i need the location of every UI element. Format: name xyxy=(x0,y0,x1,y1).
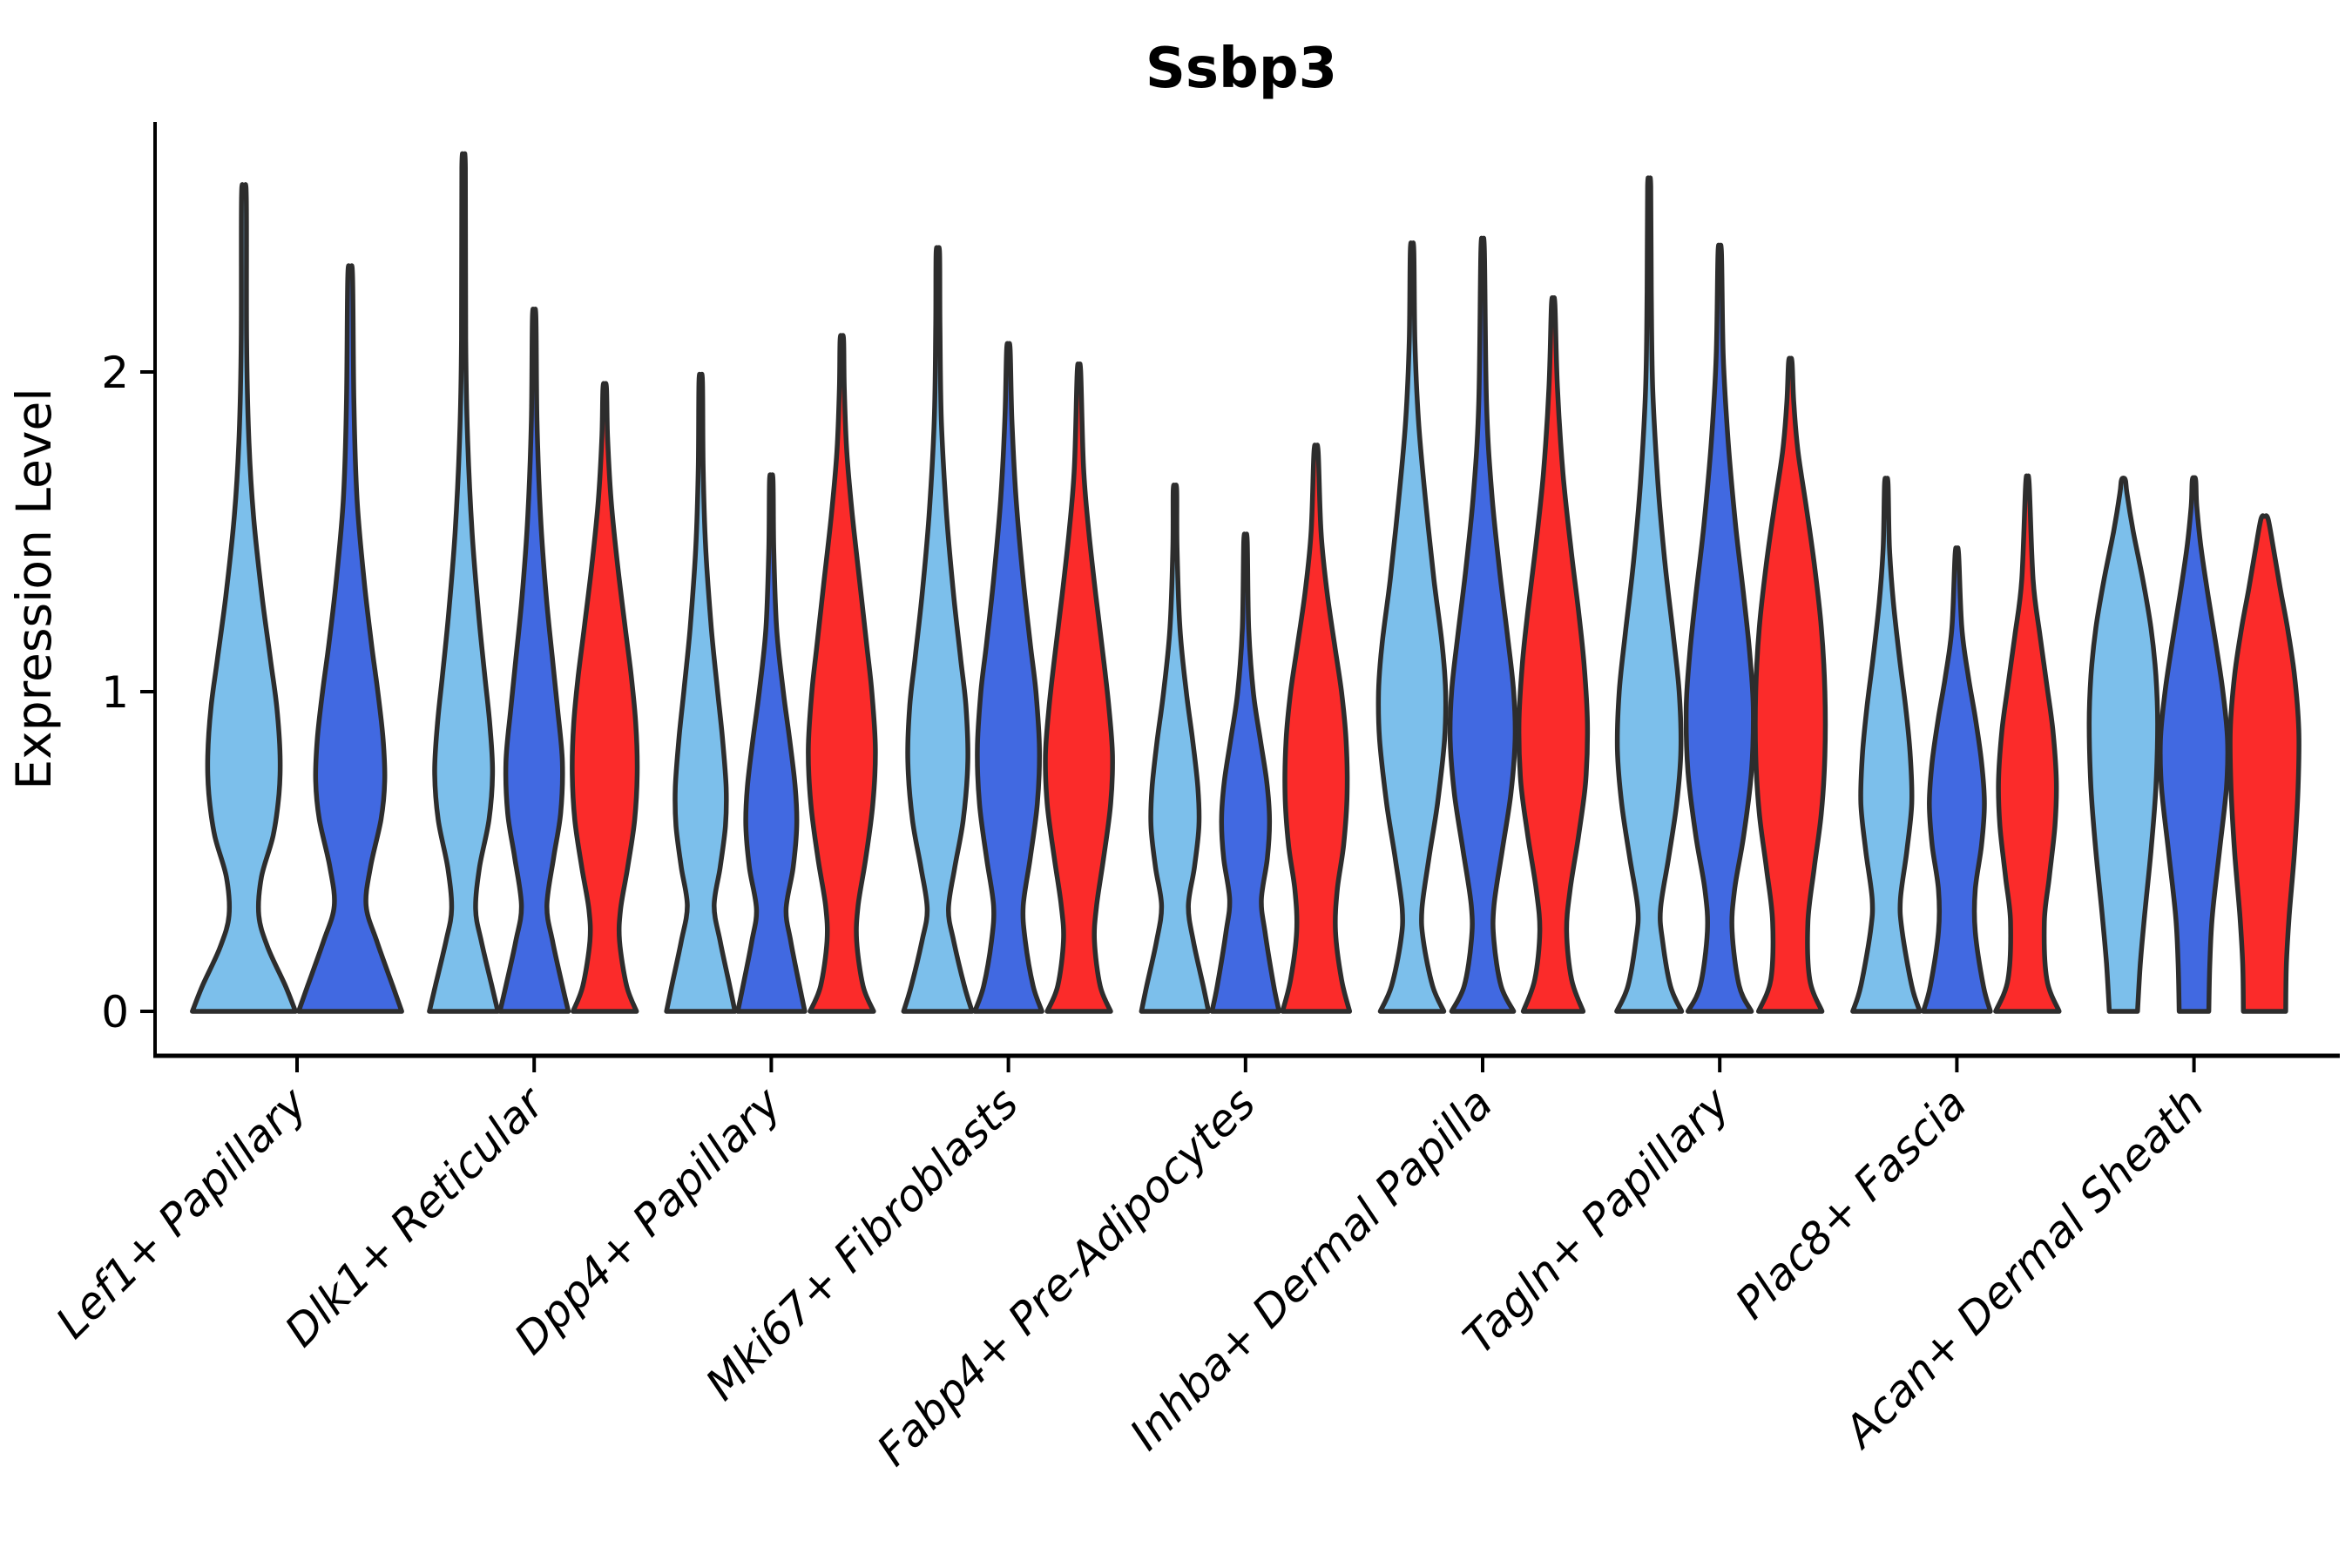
violin-7-red xyxy=(1993,473,2062,1014)
x-tick-label-7: Plac8+ Fascia xyxy=(1726,1078,1977,1328)
y-tick-label-1: 1 xyxy=(101,667,129,718)
violin-2-light_blue xyxy=(664,371,738,1014)
violin-4-red xyxy=(1280,443,1353,1014)
violin-1-red xyxy=(570,381,640,1014)
violin-0-light_blue xyxy=(190,182,298,1014)
violin-5-light_blue xyxy=(1375,240,1449,1014)
x-tick-label-6: Tagln+ Papillary xyxy=(1454,1077,1740,1363)
violin-8-red xyxy=(2227,513,2301,1014)
violin-4-dark_blue xyxy=(1209,531,1282,1014)
x-tick-label-1: Dlk1+ Reticular xyxy=(275,1076,556,1356)
violin-6-dark_blue xyxy=(1683,242,1756,1014)
violin-8-dark_blue xyxy=(2158,475,2231,1014)
violin-6-red xyxy=(1753,355,1828,1014)
violin-0-dark_blue xyxy=(296,263,404,1014)
violin-4-light_blue xyxy=(1139,483,1212,1014)
violin-7-dark_blue xyxy=(1921,545,1993,1014)
violin-8-light_blue xyxy=(2086,476,2160,1014)
violin-2-dark_blue xyxy=(735,472,808,1014)
violin-3-dark_blue xyxy=(972,341,1044,1014)
violins xyxy=(190,151,2301,1014)
x-tick-label-4: Fabp4+ Pre-Adipocytes xyxy=(868,1078,1266,1476)
y-axis-label: Expression Level xyxy=(6,388,62,789)
chart-title: Ssbp3 xyxy=(1146,37,1337,101)
axes xyxy=(140,122,2340,1072)
violin-3-red xyxy=(1043,361,1115,1014)
violin-3-light_blue xyxy=(901,245,975,1014)
x-tick-label-0: Lef1+ Papillary xyxy=(46,1077,317,1348)
violin-6-light_blue xyxy=(1614,175,1685,1014)
violin-1-light_blue xyxy=(427,151,501,1014)
violin-1-dark_blue xyxy=(497,307,571,1014)
violin-5-dark_blue xyxy=(1447,235,1518,1014)
violin-5-red xyxy=(1516,294,1591,1014)
violin-7-light_blue xyxy=(1850,476,1923,1014)
violin-2-red xyxy=(806,333,878,1014)
y-tick-label-2: 2 xyxy=(101,348,129,398)
y-tick-label-0: 0 xyxy=(101,987,129,1037)
